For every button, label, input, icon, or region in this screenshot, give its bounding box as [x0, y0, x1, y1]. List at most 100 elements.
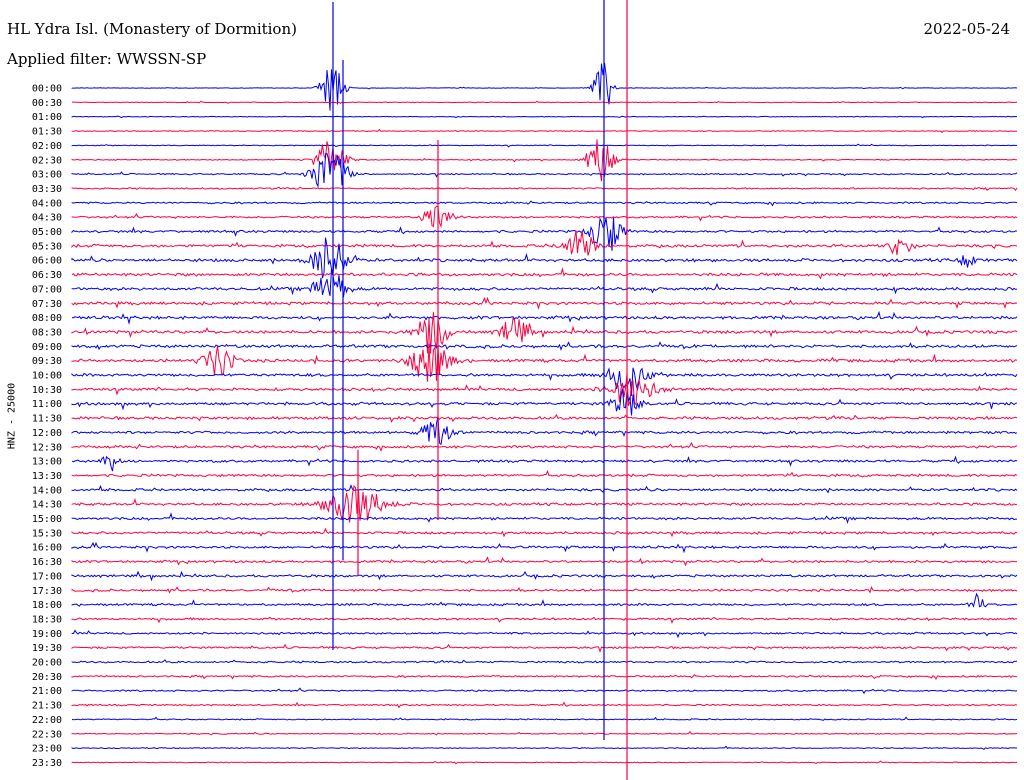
trace-line-1400 — [71, 484, 1018, 494]
time-tick-label: 23:30 — [32, 758, 62, 769]
trace-line-1030 — [71, 373, 1018, 407]
trace-line-0130 — [71, 128, 1017, 133]
time-tick-label: 10:30 — [32, 385, 62, 396]
time-tick-label: 07:30 — [32, 299, 62, 310]
time-tick-label: 22:30 — [32, 729, 62, 740]
trace-line-2300 — [71, 745, 1017, 750]
trace-line-1130 — [71, 413, 1018, 423]
trace-line-1530 — [71, 527, 1018, 538]
time-tick-label: 03:00 — [32, 170, 62, 181]
trace-line-1100 — [71, 388, 1018, 416]
time-tick-label: 13:30 — [32, 471, 62, 482]
time-tick-label: 17:30 — [32, 586, 62, 597]
time-tick-label: 08:30 — [32, 327, 62, 338]
time-tick-label: 15:30 — [32, 528, 62, 539]
station-title: HL Ydra Isl. (Monastery of Dormition) — [7, 20, 297, 38]
trace-line-1930 — [71, 643, 1018, 653]
trace-line-1000 — [71, 367, 1018, 396]
trace-line-1800 — [71, 592, 1018, 608]
time-tick-label: 17:00 — [32, 571, 62, 582]
time-tick-label: 20:30 — [32, 672, 62, 683]
time-tick-label: 03:30 — [32, 184, 62, 195]
time-tick-label: 05:00 — [32, 227, 62, 238]
trace-line-2330 — [71, 760, 1018, 765]
time-tick-label: 01:30 — [32, 127, 62, 138]
trace-line-1230 — [71, 441, 1018, 452]
trace-line-0800 — [71, 310, 1018, 325]
trace-line-1600 — [71, 541, 1018, 554]
trace-line-0730 — [71, 296, 1018, 310]
time-tick-label: 20:00 — [32, 658, 62, 669]
trace-line-1300 — [71, 455, 1018, 472]
time-tick-label: 00:30 — [32, 98, 62, 109]
time-tick-label: 04:30 — [32, 213, 62, 224]
trace-line-0900 — [71, 341, 1018, 351]
trace-line-0830 — [71, 312, 1018, 354]
time-tick-label: 21:30 — [32, 701, 62, 712]
time-tick-label: 08:00 — [32, 313, 62, 324]
trace-line-1200 — [71, 415, 1018, 446]
time-tick-label: 09:30 — [32, 356, 62, 367]
trace-line-1330 — [71, 469, 1018, 478]
trace-line-0630 — [71, 267, 1018, 280]
time-tick-label: 11:30 — [32, 414, 62, 425]
time-tick-label: 07:00 — [32, 284, 62, 295]
time-tick-label: 14:30 — [32, 500, 62, 511]
time-tick-label: 13:00 — [32, 457, 62, 468]
time-tick-label: 16:00 — [32, 543, 62, 554]
time-tick-label: 23:00 — [32, 744, 62, 755]
trace-line-0330 — [71, 186, 1018, 192]
trace-line-0430 — [71, 205, 1018, 229]
time-tick-label: 09:00 — [32, 342, 62, 353]
trace-line-0930 — [71, 343, 1018, 382]
trace-line-1830 — [71, 616, 1018, 624]
trace-line-2030 — [71, 673, 1018, 681]
time-tick-label: 15:00 — [32, 514, 62, 525]
trace-line-2230 — [71, 730, 1017, 736]
time-tick-label: 18:00 — [32, 600, 62, 611]
trace-line-0000 — [71, 63, 1018, 111]
trace-line-1700 — [71, 570, 1018, 582]
trace-line-2100 — [71, 687, 1018, 695]
trace-line-0400 — [71, 200, 1018, 207]
date-label: 2022-05-24 — [923, 20, 1010, 38]
trace-line-1900 — [71, 629, 1018, 639]
trace-line-0500 — [71, 217, 1018, 251]
time-tick-label: 21:00 — [32, 686, 62, 697]
trace-line-1630 — [71, 556, 1017, 567]
time-tick-label: 19:30 — [32, 643, 62, 654]
time-tick-label: 06:00 — [32, 256, 62, 267]
time-tick-label: 11:00 — [32, 399, 62, 410]
trace-line-0530 — [71, 230, 1018, 256]
time-tick-label: 01:00 — [32, 112, 62, 123]
time-tick-label: 04:00 — [32, 198, 62, 209]
trace-line-0300 — [71, 152, 1018, 188]
trace-line-0600 — [71, 237, 1018, 279]
time-tick-label: 19:00 — [32, 629, 62, 640]
time-tick-label: 16:30 — [32, 557, 62, 568]
trace-line-1730 — [71, 585, 1018, 594]
trace-line-2130 — [71, 701, 1018, 709]
filter-label: Applied filter: WWSSN-SP — [7, 50, 207, 68]
trace-line-0200 — [71, 143, 1018, 148]
trace-line-0030 — [71, 100, 1018, 105]
time-tick-label: 18:30 — [32, 614, 62, 625]
trace-line-0100 — [71, 115, 1017, 119]
time-tick-label: 05:30 — [32, 241, 62, 252]
time-tick-label: 12:00 — [32, 428, 62, 439]
trace-line-2000 — [71, 659, 1018, 664]
time-tick-label: 02:30 — [32, 155, 62, 166]
time-tick-label: 06:30 — [32, 270, 62, 281]
trace-line-2200 — [71, 716, 1018, 721]
trace-line-1500 — [71, 512, 1017, 524]
time-tick-label: 02:00 — [32, 141, 62, 152]
time-tick-label: 22:00 — [32, 715, 62, 726]
time-tick-label: 14:00 — [32, 485, 62, 496]
trace-line-1430 — [71, 485, 1018, 523]
time-tick-label: 12:30 — [32, 442, 62, 453]
trace-line-0230 — [71, 139, 1017, 182]
time-tick-label: 00:00 — [32, 84, 62, 95]
trace-line-0700 — [71, 268, 1018, 298]
time-tick-label: 10:00 — [32, 371, 62, 382]
